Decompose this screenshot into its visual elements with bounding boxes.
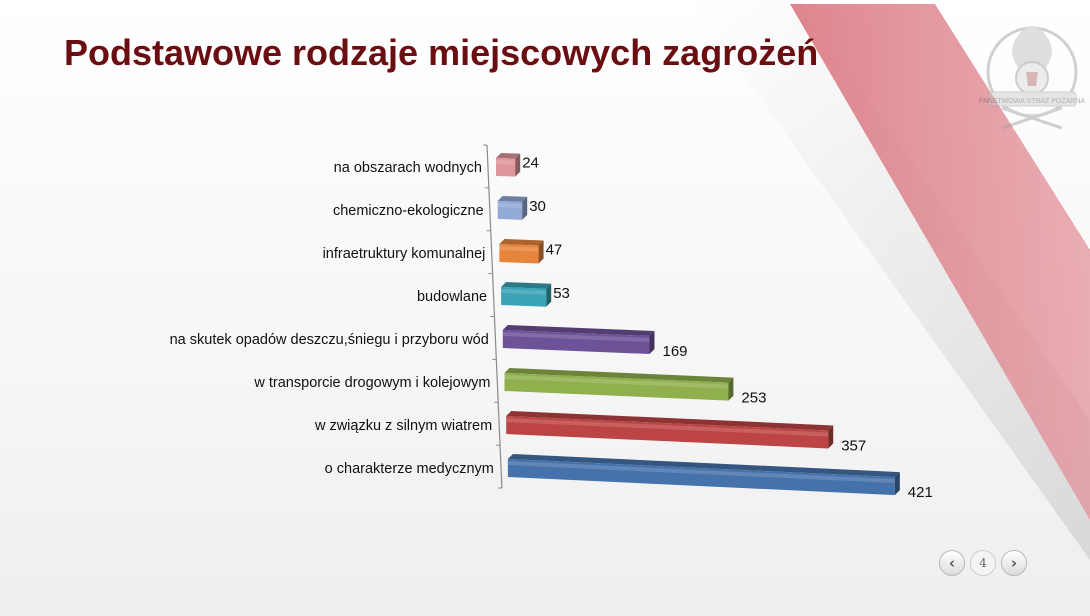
chevron-left-icon[interactable]: ‹ bbox=[939, 550, 965, 576]
bar-end-cap bbox=[649, 331, 655, 355]
bar-7 bbox=[506, 411, 834, 449]
bar-end-cap bbox=[546, 283, 552, 307]
bar-8 bbox=[507, 454, 900, 496]
value-label: 30 bbox=[529, 198, 546, 215]
category-label: infraetruktury komunalnej bbox=[323, 246, 486, 262]
category-label: w związku z silnym wiatrem bbox=[314, 418, 492, 434]
bar-end-cap bbox=[894, 472, 900, 496]
slide-pager: ‹ 4 › bbox=[936, 548, 1032, 580]
bar-top-face bbox=[499, 239, 544, 246]
bar-top-face bbox=[497, 196, 528, 202]
bar-5 bbox=[502, 325, 655, 355]
bar-top-face bbox=[502, 325, 655, 337]
bar-highlight bbox=[502, 332, 650, 343]
bar-6 bbox=[504, 368, 734, 401]
chart-bars bbox=[496, 153, 900, 496]
bar-top-face bbox=[501, 282, 552, 289]
fire-service-emblem-icon: PAŃSTWOWA STRAŻ POŻARNA bbox=[979, 26, 1086, 130]
bar-end-cap bbox=[522, 196, 528, 220]
chevron-right-icon[interactable]: › bbox=[1001, 550, 1027, 576]
bar-end-cap bbox=[538, 240, 544, 264]
value-label: 357 bbox=[841, 437, 866, 454]
bar-highlight bbox=[507, 461, 895, 484]
value-label: 253 bbox=[741, 390, 766, 407]
chart-labels: na obszarach wodnych 24 chemiczno-ekologic… bbox=[170, 155, 933, 501]
grey-diagonal-band bbox=[690, 0, 1090, 560]
value-label: 169 bbox=[662, 343, 687, 360]
red-diagonal-stripe bbox=[790, 4, 1090, 520]
bar-end-cap bbox=[828, 425, 834, 449]
bar-top-face bbox=[504, 368, 734, 383]
category-label: na skutek opadów deszczu,śniegu i przybo… bbox=[170, 332, 489, 348]
chart-axis bbox=[483, 144, 503, 489]
bar-highlight bbox=[506, 418, 829, 437]
logo-text: PAŃSTWOWA STRAŻ POŻARNA bbox=[979, 96, 1086, 105]
slide-title: Podstawowe rodzaje miejscowych zagrożeń bbox=[64, 32, 819, 73]
value-label: 421 bbox=[908, 484, 933, 501]
bar-end-cap bbox=[515, 153, 521, 177]
bar-2 bbox=[497, 196, 528, 220]
category-label: o charakterze medycznym bbox=[325, 461, 494, 477]
page-number: 4 bbox=[970, 550, 996, 576]
bar-3 bbox=[499, 239, 544, 264]
category-label: budowlane bbox=[417, 289, 487, 305]
value-label: 47 bbox=[546, 241, 563, 258]
value-label: 24 bbox=[522, 155, 539, 172]
bar-highlight bbox=[496, 160, 516, 165]
bar-highlight bbox=[499, 246, 539, 252]
bar-top-face bbox=[506, 411, 834, 431]
category-label: na obszarach wodnych bbox=[334, 160, 482, 176]
bar-end-cap bbox=[728, 377, 734, 401]
bar-highlight bbox=[497, 203, 523, 208]
bar-highlight bbox=[504, 375, 729, 389]
bar-top-face bbox=[507, 454, 900, 478]
value-label: 53 bbox=[553, 285, 570, 302]
category-label: chemiczno-ekologiczne bbox=[333, 203, 484, 219]
bar-highlight bbox=[501, 289, 547, 295]
bar-top-face bbox=[496, 153, 521, 159]
bar-4 bbox=[501, 282, 552, 307]
bar-1 bbox=[496, 153, 521, 177]
category-label: w transporcie drogowym i kolejowym bbox=[253, 375, 490, 391]
